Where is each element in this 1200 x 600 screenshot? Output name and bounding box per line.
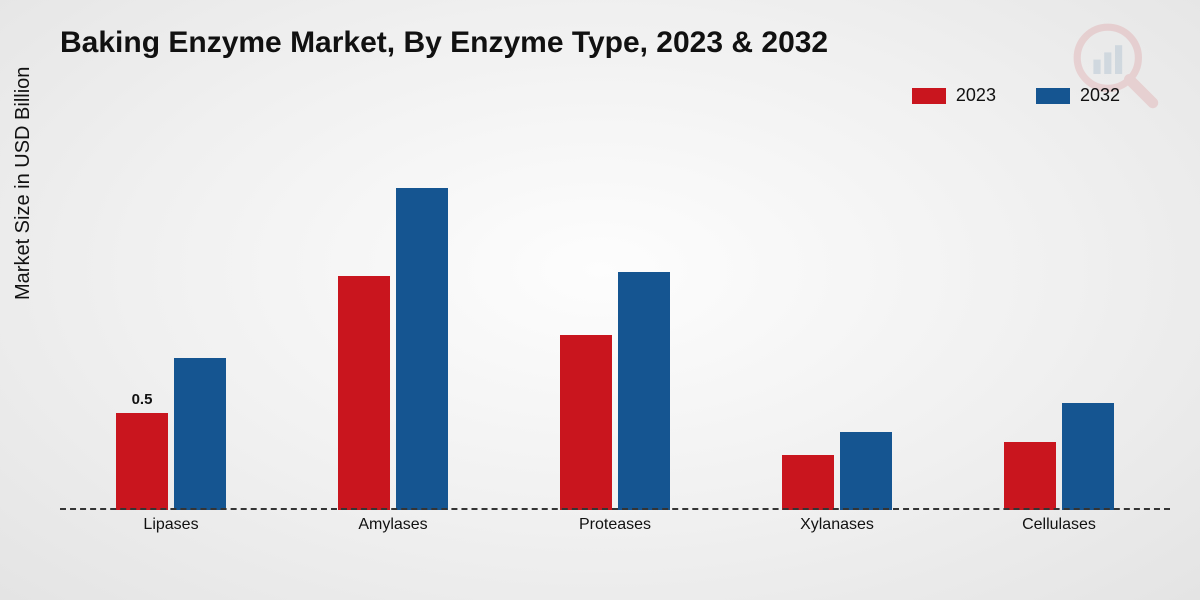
x-axis-labels: LipasesAmylasesProteasesXylanasesCellula… <box>60 510 1170 540</box>
bar-2023 <box>1004 442 1056 510</box>
bar-2032 <box>174 358 226 510</box>
legend-label-2023: 2023 <box>956 85 996 106</box>
x-axis-label: Xylanases <box>726 510 948 540</box>
bar-group <box>948 120 1170 510</box>
legend-label-2032: 2032 <box>1080 85 1120 106</box>
bar-2032 <box>1062 403 1114 510</box>
bar-group <box>282 120 504 510</box>
legend-item-2032: 2032 <box>1036 85 1120 106</box>
bar-value-label: 0.5 <box>132 391 153 408</box>
bar-groups: 0.5 <box>60 120 1170 510</box>
bar-2032 <box>618 272 670 510</box>
bar-2032 <box>840 432 892 510</box>
legend: 2023 2032 <box>912 85 1120 106</box>
bar-2023 <box>560 335 612 511</box>
chart-stage: Baking Enzyme Market, By Enzyme Type, 20… <box>0 0 1200 600</box>
legend-swatch-2032 <box>1036 88 1070 104</box>
bar-2032 <box>396 188 448 510</box>
bar-2023: 0.5 <box>116 413 168 511</box>
legend-item-2023: 2023 <box>912 85 996 106</box>
bar-group: 0.5 <box>60 120 282 510</box>
bar-2023 <box>782 455 834 510</box>
legend-swatch-2023 <box>912 88 946 104</box>
x-axis-label: Lipases <box>60 510 282 540</box>
y-axis-label: Market Size in USD Billion <box>12 67 35 300</box>
x-axis-label: Cellulases <box>948 510 1170 540</box>
bar-2023 <box>338 276 390 510</box>
bar-group <box>504 120 726 510</box>
x-axis-label: Amylases <box>282 510 504 540</box>
bar-group <box>726 120 948 510</box>
plot-area: 0.5 LipasesAmylasesProteasesXylanasesCel… <box>60 120 1170 540</box>
x-axis-label: Proteases <box>504 510 726 540</box>
chart-title: Baking Enzyme Market, By Enzyme Type, 20… <box>60 26 828 60</box>
